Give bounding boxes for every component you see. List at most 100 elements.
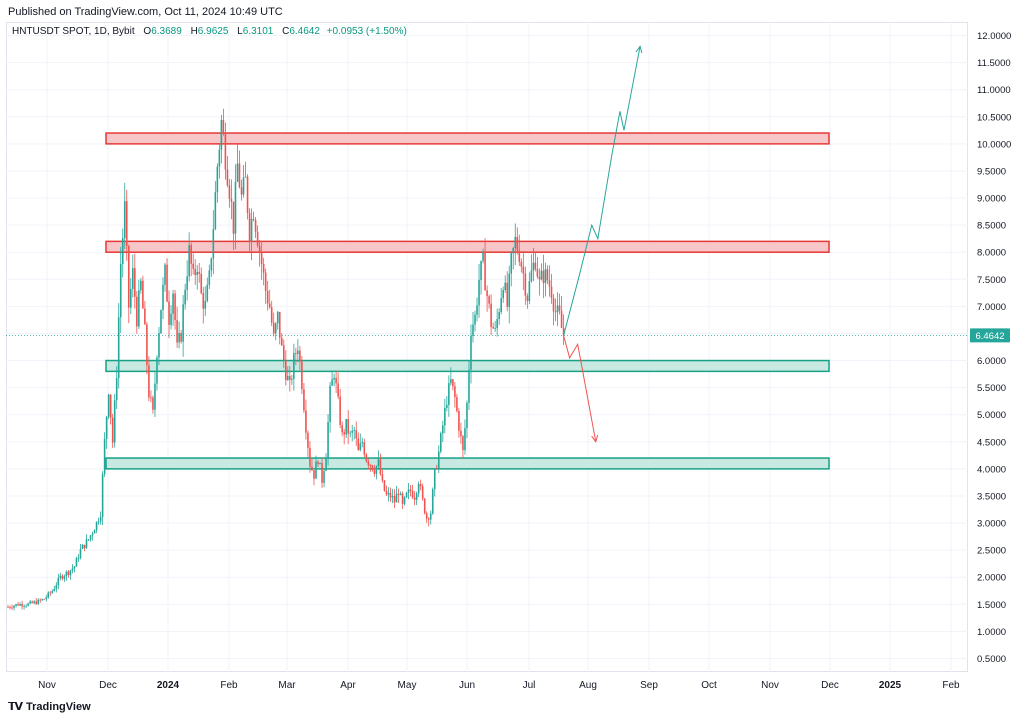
- projection-arrowhead-up: [635, 45, 643, 54]
- candle-body: [305, 410, 307, 433]
- candle-body: [103, 438, 106, 475]
- candle-body: [13, 605, 15, 608]
- candle-body: [444, 407, 446, 426]
- y-tick-label: 11.0000: [977, 85, 1011, 96]
- candle-body: [105, 416, 108, 439]
- candle-body: [87, 539, 90, 541]
- candle-body: [186, 276, 188, 290]
- candle-body: [33, 601, 35, 603]
- candle-body: [17, 604, 19, 606]
- candle-body: [174, 293, 176, 321]
- candle-body: [311, 466, 313, 471]
- candle-body: [71, 568, 74, 571]
- candle-body: [51, 591, 54, 593]
- candle-body: [458, 410, 460, 431]
- candle-body: [282, 345, 285, 361]
- y-tick-label: 5.5000: [977, 383, 1006, 394]
- candle-body: [240, 187, 243, 195]
- candle-body: [15, 604, 17, 606]
- candle-body: [194, 268, 197, 275]
- candle-body: [242, 177, 245, 195]
- candle-body: [403, 497, 406, 504]
- candle-body: [31, 601, 33, 603]
- projection-up: [563, 46, 641, 336]
- candle-body: [162, 284, 164, 310]
- candle-body: [500, 298, 502, 313]
- candle-body: [238, 163, 241, 188]
- candle-body: [236, 163, 239, 182]
- candle-body: [532, 262, 535, 271]
- candle-body: [216, 166, 219, 193]
- candle-body: [97, 521, 100, 523]
- candle-body: [109, 394, 112, 418]
- candle-body: [224, 133, 227, 170]
- y-tick-label: 12.0000: [977, 31, 1011, 42]
- candle-body: [516, 236, 519, 251]
- candle-body: [339, 396, 341, 425]
- candle-body: [446, 404, 448, 408]
- y-tick-label: 4.0000: [977, 464, 1006, 475]
- chart-frame[interactable]: [6, 22, 968, 672]
- candle-body: [560, 310, 563, 328]
- candle-body: [9, 607, 11, 608]
- x-tick-label: Sep: [640, 680, 658, 691]
- candle-body: [540, 270, 543, 280]
- candle-body: [456, 397, 458, 411]
- candle-body: [57, 577, 60, 586]
- candle-body: [73, 566, 76, 569]
- candle-body: [325, 457, 327, 471]
- candle-body: [156, 357, 158, 384]
- candle-body: [226, 169, 229, 186]
- candle-body: [345, 418, 347, 435]
- candle-body: [45, 597, 48, 600]
- candle-body: [230, 198, 233, 202]
- candle-body: [405, 492, 408, 498]
- candle-body: [492, 326, 494, 329]
- y-tick-label: 2.5000: [977, 546, 1006, 557]
- y-tick-label: 5.0000: [977, 410, 1006, 421]
- candle-body: [556, 305, 559, 313]
- symbol-label: HNTUSDT SPOT, 1D, Bybit: [12, 26, 135, 37]
- candle-body: [389, 492, 392, 498]
- zones: [105, 132, 830, 470]
- candle-body: [19, 604, 21, 606]
- candle-body: [254, 219, 257, 232]
- candle-body: [468, 369, 470, 403]
- resistance-zone: [105, 240, 830, 253]
- candle-body: [210, 258, 213, 271]
- candle-body: [77, 558, 80, 559]
- candle-body: [53, 588, 56, 592]
- candle-body: [146, 324, 148, 366]
- candle-body: [270, 307, 273, 323]
- candle-body: [554, 311, 557, 313]
- candle-body: [494, 328, 496, 329]
- candle-body: [260, 251, 263, 264]
- candle-body: [129, 288, 132, 308]
- candle-body: [367, 461, 370, 465]
- candle-body: [375, 466, 378, 474]
- tradingview-brand[interactable]: 𝗧𝗩 TradingView: [8, 700, 91, 713]
- candle-body: [349, 432, 352, 434]
- candle-body: [385, 490, 388, 495]
- x-tick-label: Apr: [340, 680, 356, 691]
- candle-body: [188, 245, 190, 277]
- projection-arrowhead-down: [591, 434, 599, 443]
- candle-body: [117, 317, 120, 379]
- x-tick-label: Feb: [942, 680, 960, 691]
- candle-body: [214, 192, 217, 230]
- candle-body: [293, 353, 295, 379]
- candle-body: [413, 497, 416, 500]
- candle-body: [166, 264, 168, 302]
- candle-body: [470, 336, 472, 370]
- candle-body: [454, 386, 456, 398]
- candle-body: [204, 300, 207, 309]
- candle-body: [417, 484, 420, 494]
- support-zone: [105, 359, 830, 373]
- candle-body: [437, 451, 440, 469]
- candle-body: [23, 606, 25, 607]
- candle-body: [127, 245, 130, 308]
- candle-body: [299, 350, 301, 362]
- candle-body: [313, 470, 315, 479]
- candle-body: [307, 432, 309, 448]
